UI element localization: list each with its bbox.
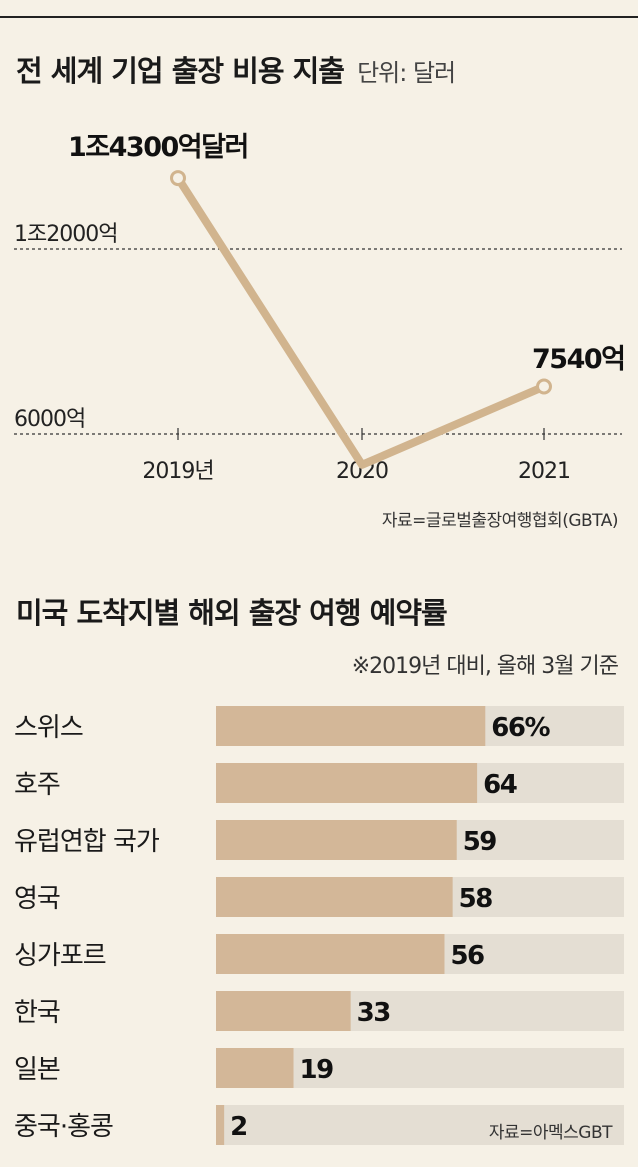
data-label: 1조4300억달러 <box>68 132 248 163</box>
bar-value-label: 33 <box>357 998 391 1028</box>
category-label: 유럽연합 국가 <box>14 827 160 857</box>
bar <box>216 1105 225 1145</box>
bar <box>216 763 478 803</box>
chart1-title-text: 전 세계 기업 출장 비용 지출 <box>16 54 345 88</box>
data-label: 7540억 <box>532 344 625 375</box>
x-tick-label: 2019년 <box>142 459 213 484</box>
series-line <box>174 174 548 469</box>
bar <box>216 706 486 746</box>
bar <box>216 1048 294 1088</box>
chart2-title: 미국 도착지별 해외 출장 여행 예약률 <box>16 596 448 630</box>
data-point-marker <box>170 170 186 187</box>
bar-track <box>216 1105 624 1145</box>
category-label: 중국·홍콩 <box>14 1112 113 1142</box>
data-point-marker <box>536 378 552 395</box>
category-label: 싱가포르 <box>14 941 106 971</box>
bar <box>216 820 457 860</box>
top-rule <box>0 16 638 18</box>
bar <box>216 934 445 974</box>
chart2-base-note: ※2019년 대비, 올해 3월 기준 <box>351 654 619 679</box>
bar-value-label: 66% <box>491 713 550 743</box>
category-label: 한국 <box>14 998 60 1028</box>
chart2-source: 자료=아멕스GBT <box>488 1123 613 1143</box>
bar-value-label: 2 <box>230 1112 247 1142</box>
x-tick-label: 2021 <box>518 459 570 484</box>
bar-value-label: 19 <box>300 1055 334 1085</box>
category-label: 스위스 <box>14 713 83 743</box>
bar-value-label: 58 <box>459 884 493 914</box>
chart1-unit: 단위: 달러 <box>357 59 456 87</box>
bar-value-label: 56 <box>450 941 484 971</box>
category-label: 일본 <box>14 1055 60 1085</box>
bar-chart: 스위스 66% 호주 64 유럽연합 국가 59 영국 58 싱가포르 56 한국 33 일본 19 중국·… <box>14 706 624 1145</box>
chart1-title: 전 세계 기업 출장 비용 지출 단위: 달러 <box>16 48 456 90</box>
bar-value-label: 59 <box>463 827 497 857</box>
category-label: 영국 <box>14 884 60 914</box>
y-tick-label: 6000억 <box>14 407 85 432</box>
category-label: 호주 <box>14 770 60 800</box>
y-tick-label: 1조2000억 <box>14 222 117 247</box>
bar-value-label: 64 <box>483 770 517 800</box>
bar <box>216 991 351 1031</box>
bar <box>216 877 453 917</box>
chart1-source: 자료=글로벌출장여행협회(GBTA) <box>381 511 619 531</box>
